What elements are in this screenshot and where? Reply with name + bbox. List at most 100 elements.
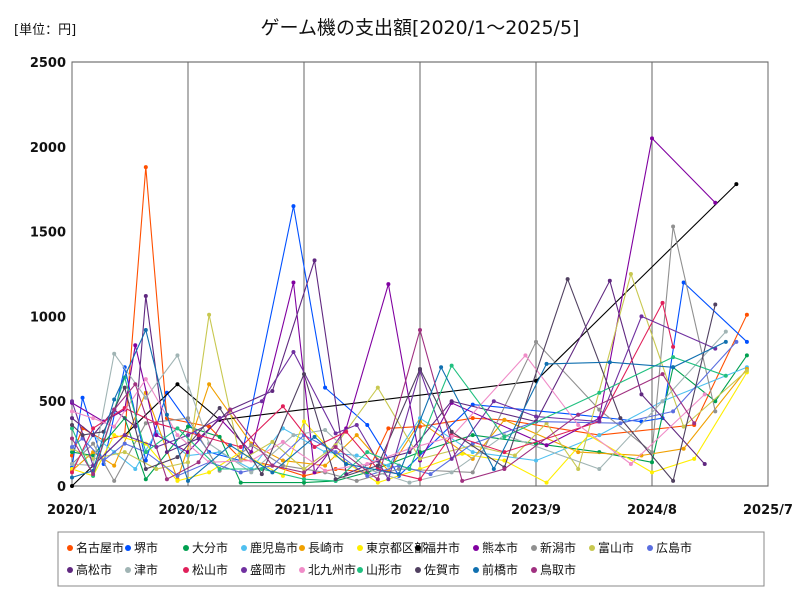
legend-marker [415, 545, 421, 551]
legend-label: 福井市 [424, 540, 460, 555]
data-point [164, 412, 169, 417]
data-point [375, 480, 380, 485]
data-point [91, 453, 96, 458]
data-point [270, 389, 275, 394]
data-point [70, 461, 74, 466]
data-point [671, 365, 676, 370]
data-point [80, 395, 85, 400]
legend-marker [183, 545, 189, 551]
data-point [418, 477, 422, 482]
legend-label: 熊本市 [482, 540, 518, 555]
legend-marker [589, 545, 595, 551]
data-point [186, 416, 190, 421]
legend-marker [125, 567, 131, 573]
data-point [354, 422, 359, 427]
data-point [386, 426, 391, 431]
data-point [628, 272, 633, 276]
data-point [713, 302, 718, 307]
legend-item: 広島市 [647, 540, 692, 555]
data-point [91, 441, 96, 446]
data-point [312, 434, 317, 439]
y-tick-label: 2000 [30, 141, 66, 156]
data-point [365, 450, 370, 455]
data-point [112, 463, 117, 468]
data-point [70, 409, 74, 414]
data-point [449, 399, 454, 404]
data-point [607, 360, 612, 365]
legend-item: 鹿児島市 [241, 540, 298, 555]
legend-marker [647, 545, 653, 551]
y-axis: 0 500 1000 1500 2000 2500 [30, 56, 66, 495]
data-point [375, 477, 380, 482]
legend-marker [531, 567, 537, 573]
data-point [238, 470, 243, 475]
data-point [196, 436, 201, 441]
data-point [660, 372, 665, 377]
data-point [386, 463, 391, 468]
data-point [91, 472, 96, 477]
data-point [502, 434, 507, 439]
data-point [91, 426, 96, 431]
data-point [671, 224, 676, 229]
legend-marker [531, 545, 537, 551]
series-堺市 [70, 204, 749, 478]
y-tick-label: 1500 [30, 226, 66, 241]
data-point [418, 456, 422, 461]
data-point [70, 475, 74, 480]
legend-label: 盛岡市 [250, 562, 286, 577]
legend-label: 堺市 [134, 540, 158, 555]
legend-marker [241, 545, 247, 551]
legend-item: 堺市 [125, 540, 158, 555]
data-point [407, 467, 412, 472]
data-point [407, 480, 412, 485]
data-point [70, 426, 74, 431]
data-point [122, 441, 127, 446]
data-point [291, 433, 296, 438]
series-line [71, 260, 706, 475]
legend-item: 松山市 [183, 562, 228, 577]
data-point [70, 422, 74, 427]
x-tick-label: 2023/9 [511, 503, 561, 518]
data-point [70, 484, 74, 488]
data-point [112, 424, 117, 429]
legend-label: 東京都区部 [366, 540, 426, 555]
series-鳥取市 [70, 327, 697, 483]
data-point [312, 470, 317, 475]
data-point [154, 421, 159, 426]
data-point [681, 280, 686, 285]
data-point [618, 421, 623, 426]
legend-marker [125, 545, 131, 551]
data-point [396, 467, 401, 472]
data-point [143, 458, 148, 463]
data-point [175, 473, 180, 478]
data-point [270, 463, 275, 468]
data-point [333, 444, 338, 449]
data-point [639, 314, 644, 319]
data-point [449, 470, 454, 475]
data-point [671, 344, 676, 349]
series-line [71, 368, 748, 481]
data-point [344, 429, 349, 434]
series-line [71, 366, 748, 470]
data-point [671, 478, 676, 483]
data-point [217, 434, 222, 439]
data-point [502, 458, 507, 463]
data-point [544, 443, 549, 448]
data-point [491, 399, 496, 404]
data-point [133, 467, 138, 472]
series-layer [70, 136, 749, 488]
data-point [365, 461, 370, 466]
legend-item: 東京都区部 [357, 540, 426, 555]
data-point [143, 294, 148, 299]
data-point [607, 278, 612, 283]
legend-label: 長崎市 [308, 540, 344, 555]
legend-marker [67, 545, 73, 551]
data-point [70, 444, 74, 449]
series-山形市 [70, 355, 728, 483]
data-point [534, 414, 538, 419]
data-point [91, 433, 96, 438]
data-point [143, 395, 148, 400]
data-point [744, 353, 749, 358]
data-point [186, 424, 190, 429]
